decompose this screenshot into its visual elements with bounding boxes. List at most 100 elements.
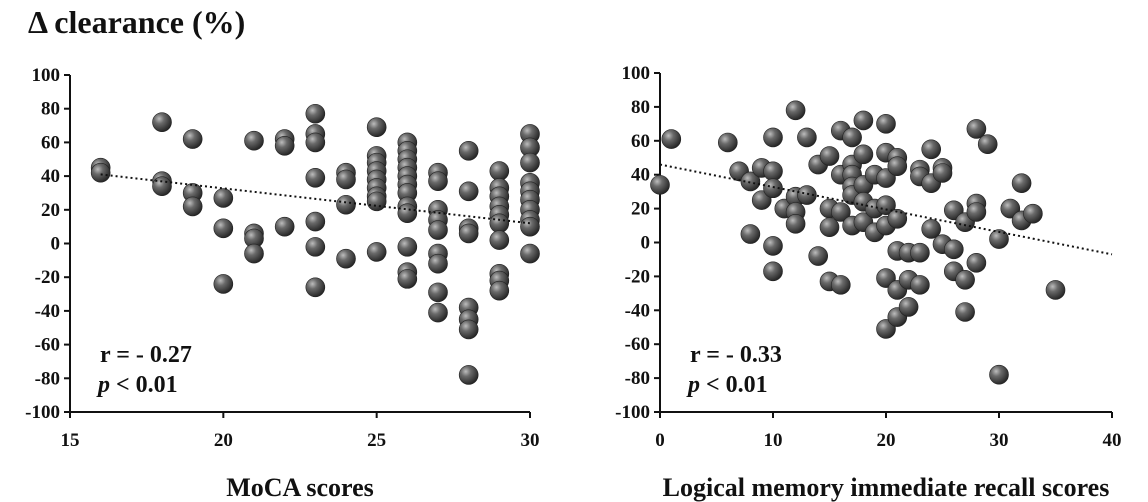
data-point	[910, 242, 930, 263]
data-point	[966, 119, 987, 139]
data-point	[921, 139, 942, 160]
data-point	[244, 130, 264, 151]
data-point	[763, 178, 783, 199]
data-point	[887, 156, 908, 177]
data-point	[366, 117, 387, 138]
data-point	[977, 134, 998, 154]
p-symbol: p	[686, 372, 700, 398]
data-point	[1023, 203, 1043, 224]
x-axis-label: Logical memory immediate recall scores	[663, 473, 1110, 502]
p-threshold: < 0.01	[700, 372, 768, 398]
data-point	[853, 144, 874, 165]
x-tick-label: 20	[214, 430, 233, 451]
data-point	[152, 176, 172, 197]
y-tick-label: 60	[631, 131, 650, 152]
data-point	[887, 208, 908, 229]
data-point	[458, 223, 479, 244]
data-point	[898, 297, 919, 317]
data-point	[305, 277, 326, 298]
data-point	[989, 229, 1009, 249]
data-point	[797, 127, 817, 148]
p-threshold: < 0.01	[110, 372, 178, 398]
data-point	[966, 202, 987, 222]
data-point	[428, 220, 448, 240]
y-tick-label: -40	[35, 301, 60, 322]
y-tick-label: -60	[625, 334, 650, 355]
data-point	[489, 230, 510, 250]
y-tick-label: -100	[25, 402, 60, 423]
y-tick-label: 0	[51, 234, 61, 255]
data-point	[650, 175, 670, 195]
data-point	[336, 248, 356, 269]
data-point	[1045, 280, 1066, 300]
data-point	[397, 203, 418, 223]
y-tick-label: -20	[625, 266, 650, 287]
x-tick-label: 40	[1103, 430, 1122, 451]
data-point	[520, 216, 540, 237]
p-value-label: p < 0.01	[96, 372, 178, 398]
data-point	[274, 216, 295, 237]
data-point	[932, 163, 953, 183]
data-point	[305, 132, 326, 153]
figure-title: Δ clearance (%)	[28, 4, 246, 40]
data-point	[458, 319, 479, 340]
data-point	[661, 129, 682, 149]
y-tick-label: 40	[631, 165, 650, 186]
data-point	[842, 127, 862, 148]
data-point	[305, 167, 326, 188]
data-point	[763, 127, 783, 148]
data-point	[458, 181, 479, 202]
data-point	[458, 365, 479, 385]
data-point	[428, 171, 448, 191]
y-tick-label: -100	[615, 402, 650, 423]
data-point	[740, 224, 761, 244]
y-tick-label: 0	[641, 233, 651, 254]
data-point	[797, 185, 817, 205]
y-tick-label: 80	[631, 97, 650, 118]
y-tick-label: 40	[41, 166, 60, 187]
correlation-label: r = - 0.27	[100, 342, 192, 368]
data-point	[213, 274, 234, 294]
data-point	[213, 188, 234, 208]
data-point	[819, 146, 840, 166]
data-point	[717, 132, 738, 153]
data-point	[489, 161, 510, 181]
y-tick-label: -60	[35, 335, 60, 356]
data-point	[428, 253, 448, 274]
data-point	[785, 214, 806, 234]
data-point	[876, 114, 896, 134]
trend-line	[659, 163, 1113, 256]
correlation-label: r = - 0.33	[690, 342, 782, 368]
data-point	[397, 237, 418, 257]
trend-line	[100, 173, 531, 225]
data-point	[763, 161, 783, 182]
y-tick-label: -20	[35, 267, 60, 288]
x-tick-label: 15	[61, 430, 80, 451]
data-point	[819, 217, 840, 238]
data-point	[520, 243, 540, 264]
data-point	[182, 196, 203, 217]
x-tick-label: 20	[877, 430, 896, 451]
data-point	[910, 275, 930, 295]
x-tick-label: 30	[521, 430, 540, 451]
data-point	[785, 100, 806, 121]
data-point	[152, 112, 172, 132]
y-tick-label: -80	[625, 368, 650, 389]
data-point	[808, 246, 829, 266]
data-point	[489, 213, 510, 234]
data-point	[305, 237, 326, 257]
x-tick-label: 0	[655, 430, 665, 451]
y-tick-label: 80	[41, 99, 60, 120]
y-tick-label: 60	[41, 132, 60, 153]
data-point	[830, 202, 851, 222]
data-point	[90, 162, 111, 183]
y-tick-label: 20	[631, 199, 650, 220]
data-point	[989, 364, 1009, 385]
data-point	[213, 218, 234, 239]
data-point	[336, 169, 356, 190]
data-point	[182, 129, 203, 149]
x-tick-label: 25	[367, 430, 386, 451]
